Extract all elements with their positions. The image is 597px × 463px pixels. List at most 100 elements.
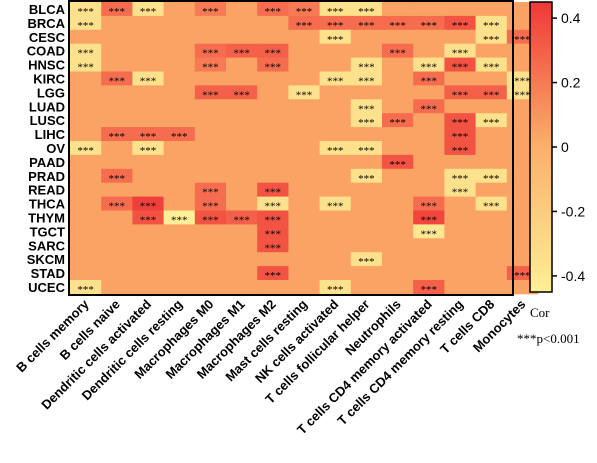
heatmap-cell bbox=[226, 29, 258, 45]
heatmap-cell bbox=[350, 168, 383, 184]
significance-marker: *** bbox=[202, 48, 219, 60]
heatmap-cell bbox=[413, 85, 445, 100]
heatmap-cell bbox=[132, 154, 164, 170]
heatmap-cell bbox=[444, 168, 476, 184]
heatmap-cell bbox=[382, 210, 414, 225]
heatmap-cell bbox=[444, 29, 476, 45]
heatmap-cell bbox=[226, 224, 258, 239]
heatmap-cell bbox=[475, 266, 508, 281]
heatmap-cell bbox=[226, 71, 258, 86]
heatmap-cell bbox=[288, 113, 320, 128]
heatmap-cell bbox=[101, 224, 133, 239]
heatmap-cell bbox=[444, 266, 476, 281]
heatmap-cell bbox=[132, 196, 164, 211]
colorbar-tick-label: 0.2 bbox=[561, 75, 581, 91]
significance-marker: *** bbox=[421, 75, 438, 87]
heatmap-cell bbox=[101, 2, 133, 17]
heatmap-cell bbox=[101, 127, 133, 142]
heatmap-cell bbox=[288, 15, 320, 31]
heatmap-cell bbox=[257, 224, 289, 239]
heatmap-cell bbox=[319, 238, 352, 253]
significance-marker: *** bbox=[140, 131, 157, 143]
heatmap-cell bbox=[70, 99, 102, 114]
heatmap-cell bbox=[226, 280, 258, 295]
heatmap-cell bbox=[413, 252, 445, 267]
heatmap-cell bbox=[382, 252, 414, 267]
significance-marker: *** bbox=[483, 201, 500, 213]
heatmap-cell bbox=[475, 224, 508, 239]
heatmap-cell bbox=[475, 154, 508, 170]
row-label: LIHC bbox=[35, 127, 66, 142]
heatmap-cell bbox=[194, 224, 227, 239]
heatmap-cell bbox=[319, 85, 352, 100]
heatmap-cell bbox=[444, 2, 476, 17]
significance-marker: *** bbox=[389, 48, 406, 60]
row-label: HNSC bbox=[28, 58, 65, 73]
heatmap-cell bbox=[70, 113, 102, 128]
significance-marker: *** bbox=[358, 6, 375, 18]
heatmap-cell bbox=[475, 57, 508, 72]
heatmap-cell bbox=[226, 168, 258, 184]
heatmap-cell bbox=[101, 141, 133, 156]
heatmap-cell bbox=[319, 154, 352, 170]
heatmap-cell bbox=[475, 15, 508, 31]
heatmap-cell bbox=[70, 266, 102, 281]
significance-marker: *** bbox=[389, 20, 406, 32]
heatmap-cell bbox=[257, 182, 289, 197]
heatmap-cell bbox=[194, 238, 227, 253]
heatmap-cell bbox=[101, 71, 133, 86]
heatmap-cell bbox=[70, 2, 102, 17]
heatmap-cell bbox=[70, 210, 102, 225]
significance-marker: *** bbox=[452, 89, 469, 101]
heatmap-cell bbox=[413, 238, 445, 253]
significance-marker: *** bbox=[202, 62, 219, 74]
heatmap-cell bbox=[444, 71, 476, 86]
heatmap-cell bbox=[444, 57, 476, 72]
significance-marker: *** bbox=[452, 48, 469, 60]
heatmap-cells: *** *** *** *** *** *** *** *** *** *** *** *** *** *… bbox=[70, 2, 539, 296]
significance-marker: *** bbox=[265, 6, 282, 18]
heatmap-cell bbox=[163, 154, 196, 170]
significance-marker: *** bbox=[265, 270, 282, 282]
significance-marker: *** bbox=[389, 117, 406, 129]
significance-marker: *** bbox=[77, 145, 94, 157]
significance-marker: *** bbox=[514, 89, 531, 101]
heatmap-cell bbox=[132, 141, 164, 156]
heatmap-cell bbox=[101, 43, 133, 58]
colorbar bbox=[529, 1, 553, 293]
significance-marker: *** bbox=[77, 48, 94, 60]
heatmap-cell bbox=[257, 210, 289, 225]
heatmap-cell bbox=[163, 266, 196, 281]
heatmap-cell bbox=[226, 266, 258, 281]
heatmap-cell bbox=[319, 196, 352, 211]
heatmap-cell bbox=[444, 252, 476, 267]
significance-marker: *** bbox=[358, 173, 375, 185]
heatmap-cell bbox=[163, 99, 196, 114]
heatmap-cell bbox=[413, 2, 445, 17]
significance-marker: *** bbox=[202, 214, 219, 226]
heatmap-cell bbox=[132, 43, 164, 58]
heatmap-cell bbox=[288, 71, 320, 86]
significance-marker: *** bbox=[389, 159, 406, 171]
significance-marker: *** bbox=[327, 201, 344, 213]
heatmap-cell bbox=[257, 15, 289, 31]
heatmap-cell bbox=[132, 182, 164, 197]
heatmap-cell bbox=[70, 127, 102, 142]
heatmap-cell bbox=[475, 85, 508, 100]
significance-marker: *** bbox=[358, 103, 375, 115]
row-label: SKCM bbox=[27, 252, 65, 267]
row-label: THYM bbox=[28, 210, 65, 225]
heatmap-cell bbox=[382, 127, 414, 142]
significance-marker: *** bbox=[202, 6, 219, 18]
heatmap-cell bbox=[319, 266, 352, 281]
row-label: COAD bbox=[27, 44, 65, 59]
significance-marker: *** bbox=[452, 131, 469, 143]
heatmap-cell bbox=[70, 43, 102, 58]
significance-marker: *** bbox=[358, 117, 375, 129]
heatmap-cell bbox=[132, 252, 164, 267]
heatmap-cell bbox=[226, 252, 258, 267]
heatmap-cell bbox=[257, 238, 289, 253]
heatmap-cell bbox=[413, 57, 445, 72]
heatmap-cell bbox=[70, 57, 102, 72]
